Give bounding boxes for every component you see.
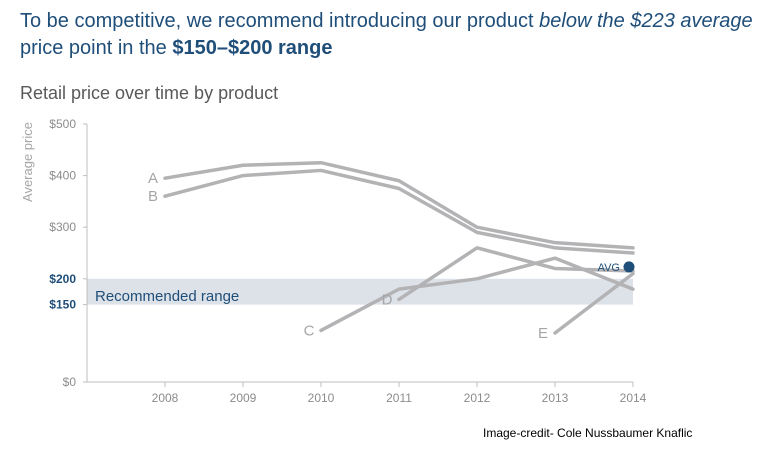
- series-line-d: [397, 246, 635, 302]
- x-tick-label: 2012: [464, 391, 491, 405]
- y-tick-label: $150: [49, 298, 76, 312]
- chart-title: Retail price over time by product: [20, 83, 279, 103]
- series-label-e: E: [538, 325, 548, 342]
- headline-part-3: price point in the: [20, 37, 173, 59]
- y-tick-label: $500: [49, 117, 76, 131]
- y-tick-label: $300: [49, 220, 76, 234]
- image-credit: Image-credit- Cole Nussbaumer Knaflic: [483, 426, 693, 440]
- recommended-range-band: [87, 278, 633, 305]
- headline-part-2: below the $223 average: [539, 10, 753, 32]
- y-tick-label: $400: [49, 169, 76, 183]
- y-tick-label: $0: [63, 375, 77, 389]
- x-tick-label: 2010: [308, 391, 335, 405]
- y-axis-title: Average price: [20, 122, 35, 202]
- series-line-b: [163, 168, 635, 255]
- headline: To be competitive, we recommend introduc…: [20, 8, 760, 62]
- series-line-a: [163, 160, 635, 250]
- y-tick-label: $200: [49, 272, 76, 286]
- x-tick-label: 2009: [230, 391, 257, 405]
- series-label-a: A: [148, 170, 158, 187]
- recommended-range-label: Recommended range: [95, 288, 239, 305]
- series-label-b: B: [148, 188, 158, 205]
- series-line-e: [553, 271, 635, 335]
- avg-marker: [623, 261, 635, 273]
- series-label-c: C: [304, 322, 315, 339]
- series-label-d: D: [382, 291, 393, 308]
- x-tick-label: 2011: [386, 391, 412, 405]
- x-tick-label: 2008: [152, 391, 179, 405]
- x-tick-label: 2014: [620, 391, 647, 405]
- avg-label: AVG: [598, 262, 620, 274]
- headline-part-1: To be competitive, we recommend introduc…: [20, 10, 540, 32]
- x-tick-label: 2013: [542, 391, 569, 405]
- headline-part-4: $150–$200 range: [172, 37, 333, 59]
